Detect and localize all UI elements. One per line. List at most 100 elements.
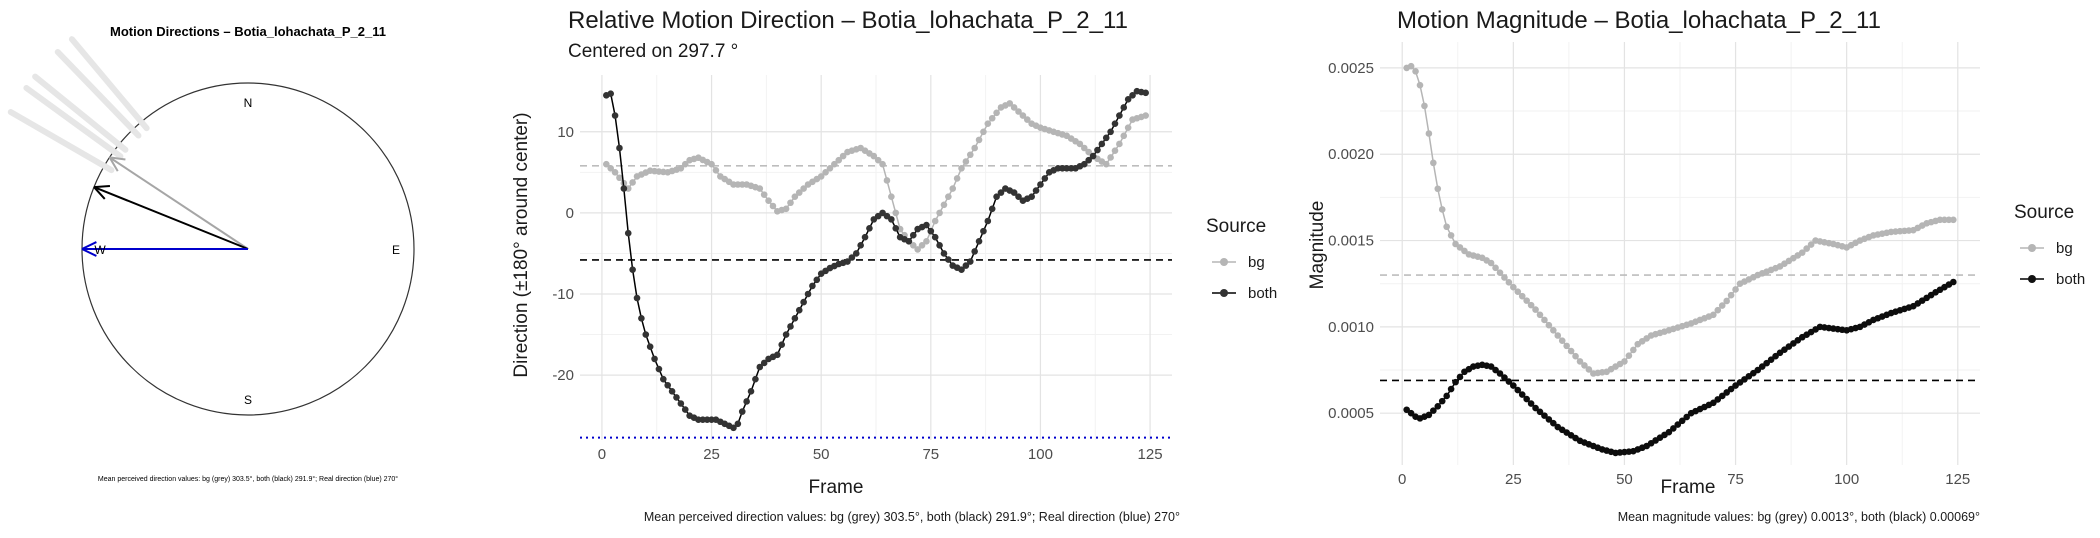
legend-both-marker: [2028, 275, 2036, 283]
x-tick-label: 75: [922, 446, 939, 463]
data-point-both: [975, 237, 983, 245]
data-point-both: [1545, 416, 1553, 423]
data-point-both: [1443, 392, 1450, 400]
data-point-both: [1714, 396, 1722, 403]
data-point-bg: [945, 193, 952, 200]
data-point-both: [966, 258, 974, 265]
data-point-both: [936, 242, 943, 249]
data-point-bg: [940, 201, 948, 209]
data-point-both: [787, 323, 794, 330]
data-point-bg: [1461, 247, 1468, 255]
data-point-bg: [756, 185, 764, 192]
data-point-both: [1447, 385, 1455, 393]
data-point-bg: [1107, 154, 1114, 161]
data-point-bg: [936, 209, 943, 217]
data-point-both: [1094, 146, 1101, 154]
data-point-both: [1487, 363, 1495, 370]
data-point-both: [971, 248, 978, 255]
data-point-both: [747, 388, 755, 395]
data-point-bg: [611, 169, 619, 176]
data-point-both: [743, 398, 750, 405]
data-point-bg: [1425, 130, 1433, 137]
data-point-bg: [817, 173, 825, 180]
data-point-both: [1492, 366, 1499, 374]
x-tick-label: 100: [1028, 446, 1053, 463]
data-point-bg: [1514, 288, 1522, 295]
data-point-both: [616, 144, 623, 152]
data-point-both: [1407, 409, 1415, 417]
magnitude-x-axis-title: Frame: [1661, 477, 1716, 498]
data-point-bg: [1492, 264, 1499, 272]
data-point-both: [1438, 397, 1446, 405]
compass-title: Motion Directions – Botia_lohachata_P_2_…: [110, 24, 386, 39]
arrow-bg: [108, 156, 249, 250]
data-point-both: [923, 221, 930, 229]
direction-x-axis-title: Frame: [809, 477, 864, 498]
data-point-bg: [765, 197, 772, 205]
direction-panel: Relative Motion Direction – Botia_lohach…: [500, 0, 1300, 533]
data-point-bg: [708, 160, 715, 168]
data-point-both: [800, 298, 807, 306]
data-point-bg: [949, 185, 957, 192]
data-point-bg: [1412, 68, 1419, 75]
data-point-bg: [870, 152, 878, 160]
data-point-both: [852, 250, 860, 257]
data-point-both: [633, 294, 641, 302]
data-point-both: [892, 225, 900, 232]
data-point-both: [673, 394, 680, 401]
compass-panel: Motion Directions – Botia_lohachata_P_2_…: [0, 0, 500, 533]
magnitude-chart: Motion Magnitude – Botia_lohachata_P_2_1…: [1307, 7, 2085, 524]
data-point-both: [677, 400, 685, 407]
legend-both-marker: [1220, 289, 1228, 297]
data-point-both: [1032, 187, 1040, 194]
direction-chart: Relative Motion Direction – Botia_lohach…: [511, 7, 1277, 524]
data-point-bg: [1718, 302, 1726, 309]
data-point-bg: [681, 160, 689, 168]
data-point-both: [1015, 193, 1022, 200]
data-point-bg: [958, 164, 965, 172]
magnitude-legend-title: Source: [2014, 202, 2074, 223]
data-point-bg: [1798, 249, 1806, 256]
data-point-both: [774, 351, 781, 359]
data-point-both: [1718, 392, 1726, 400]
data-point-both: [1111, 120, 1119, 127]
data-point-bg: [1407, 62, 1415, 70]
data-point-both: [1098, 140, 1106, 148]
data-point-bg: [984, 120, 992, 127]
data-point-both: [1107, 128, 1114, 136]
legend-bg-marker: [1220, 258, 1228, 266]
legend-both-label: both: [2056, 271, 2085, 288]
data-point-bg: [1950, 216, 1957, 224]
direction-tick-labels: 0 25 50 75 100 125 -20 -10 0 10: [552, 124, 1162, 463]
direction-legend-bg: bg: [1212, 254, 1265, 271]
data-point-both: [795, 306, 803, 314]
data-point-both: [1523, 395, 1530, 403]
data-point-bg: [677, 164, 685, 172]
data-point-bg: [791, 193, 799, 200]
data-point-bg: [879, 160, 886, 168]
data-point-both: [646, 343, 654, 351]
data-point-bg: [800, 185, 807, 192]
data-point-bg: [923, 237, 930, 245]
data-point-bg: [607, 164, 614, 172]
direction-series: [603, 87, 1149, 432]
data-point-bg: [1102, 160, 1110, 168]
direction-caption: Mean perceived direction values: bg (gre…: [644, 510, 1180, 524]
data-point-both: [1674, 421, 1682, 428]
data-point-bg: [1505, 279, 1513, 286]
data-point-bg: [782, 205, 790, 213]
data-point-both: [1041, 175, 1049, 182]
data-point-both: [668, 388, 676, 395]
magnitude-y-axis-title: Magnitude: [1307, 201, 1328, 290]
data-point-both: [931, 233, 939, 241]
data-point-bg: [1438, 206, 1446, 213]
data-point-bg: [1111, 147, 1119, 155]
data-point-bg: [1621, 358, 1628, 365]
data-point-both: [1727, 385, 1735, 393]
data-point-bg: [962, 158, 970, 165]
data-point-both: [734, 420, 742, 428]
data-point-both: [1037, 181, 1044, 188]
data-point-both: [1120, 104, 1128, 111]
data-point-both: [664, 381, 672, 389]
y-tick-label: 0.0005: [1328, 405, 1374, 422]
